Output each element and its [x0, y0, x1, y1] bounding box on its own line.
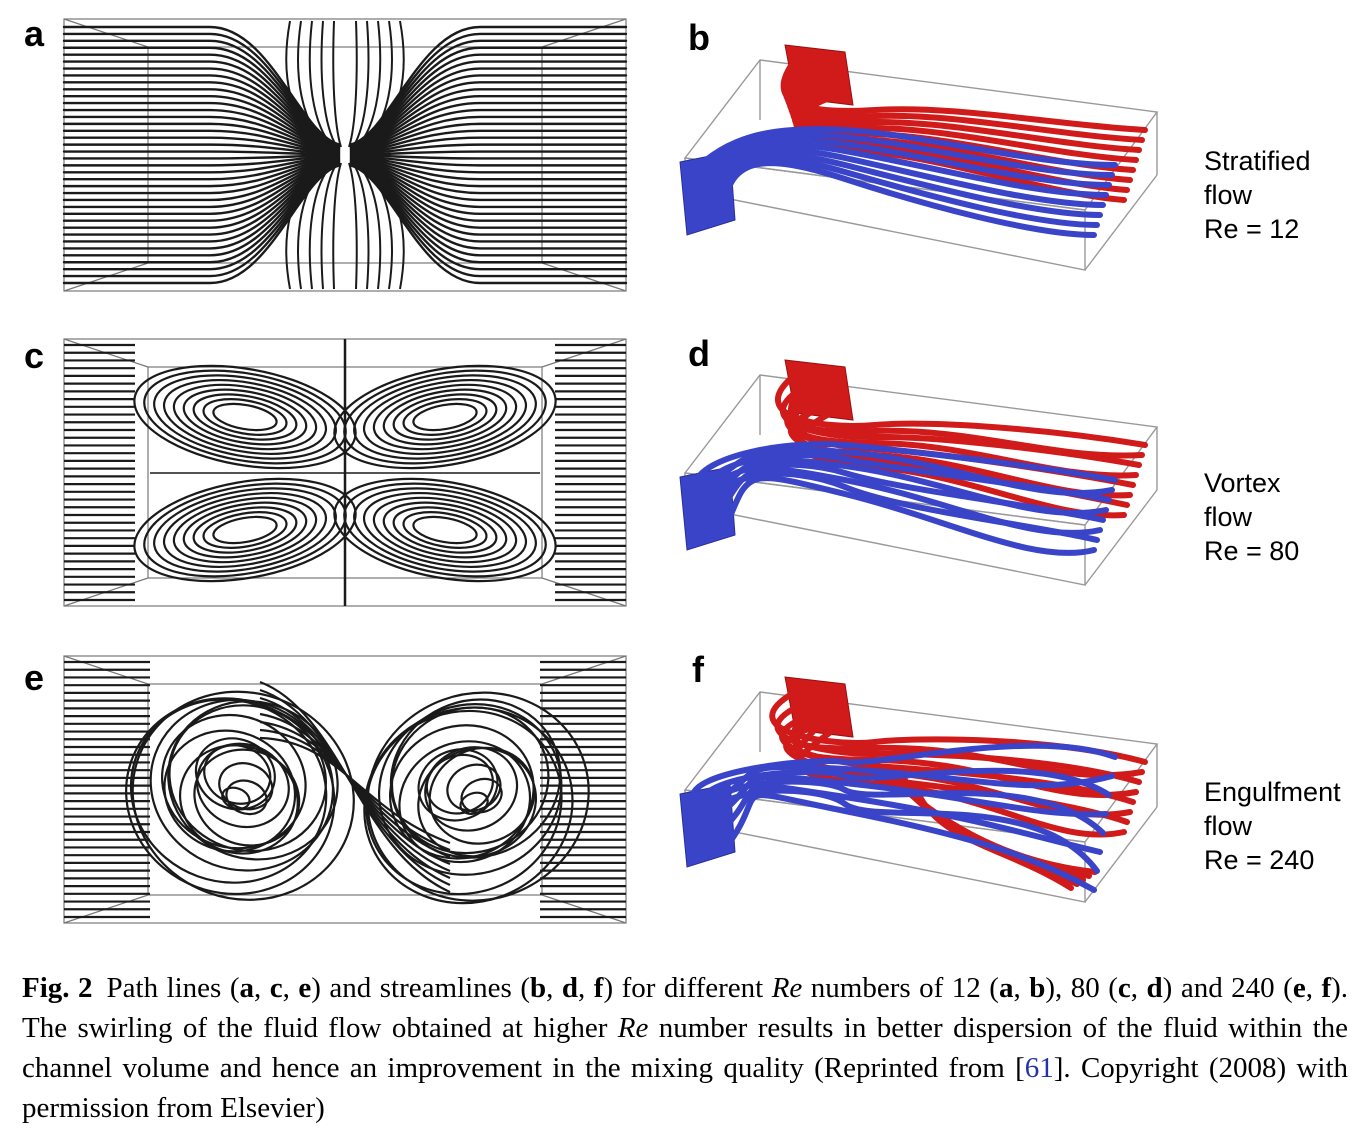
- flow-label-line: flow: [1204, 178, 1311, 212]
- streamline-panel-b: [675, 40, 1175, 280]
- caption-panel-ref: f: [594, 972, 604, 1004]
- caption-panel-ref: f: [1321, 972, 1331, 1004]
- caption-panel-ref: a: [240, 972, 255, 1004]
- flow-label-stratified: Stratified flow Re = 12: [1204, 144, 1311, 246]
- caption-text: ,: [546, 972, 562, 1004]
- pathline-panel-a: [60, 15, 630, 295]
- caption-text: ,: [578, 972, 594, 1004]
- flow-label-line: Re = 80: [1204, 534, 1299, 568]
- caption-text: ,: [283, 972, 299, 1004]
- caption-text: ,: [1131, 972, 1147, 1004]
- pathline-panel-c: [60, 335, 630, 610]
- streamline-panel-d: [675, 355, 1175, 600]
- flow-label-line: Stratified: [1204, 144, 1311, 178]
- caption-text: ), 80 (: [1045, 972, 1118, 1004]
- caption-text: numbers of 12 (: [802, 972, 999, 1004]
- caption-panel-ref: c: [1118, 972, 1131, 1004]
- caption-panel-ref: b: [530, 972, 546, 1004]
- streamline-panel-f: [675, 672, 1175, 917]
- figure-label: Fig. 2: [22, 972, 93, 1004]
- caption-re-symbol: Re: [772, 972, 803, 1004]
- caption-text: Path lines (: [107, 972, 240, 1004]
- caption-panel-ref: a: [999, 972, 1014, 1004]
- figure-caption: Fig. 2 Path lines (a, c, e) and streamlin…: [22, 968, 1348, 1128]
- panel-letter-e: e: [24, 660, 44, 696]
- caption-panel-ref: d: [562, 972, 578, 1004]
- panel-letter-a: a: [24, 16, 44, 52]
- caption-text: ) for different: [603, 972, 771, 1004]
- flow-label-line: Re = 240: [1204, 843, 1341, 877]
- caption-text: ) and streamlines (: [311, 972, 530, 1004]
- flow-label-line: flow: [1204, 809, 1341, 843]
- caption-panel-ref: b: [1029, 972, 1045, 1004]
- caption-re-symbol: Re: [618, 1012, 649, 1044]
- pathline-panel-e: [60, 652, 630, 927]
- caption-text: ,: [254, 972, 270, 1004]
- caption-text: ,: [1306, 972, 1322, 1004]
- flow-label-engulfment: Engulfment flow Re = 240: [1204, 775, 1341, 877]
- flow-label-line: Engulfment: [1204, 775, 1341, 809]
- flow-label-line: flow: [1204, 500, 1299, 534]
- caption-panel-ref: c: [270, 972, 283, 1004]
- flow-label-vortex: Vortex flow Re = 80: [1204, 466, 1299, 568]
- flow-label-line: Re = 12: [1204, 212, 1311, 246]
- caption-panel-ref: e: [298, 972, 311, 1004]
- flow-label-line: Vortex: [1204, 466, 1299, 500]
- panel-letter-c: c: [24, 338, 44, 374]
- caption-panel-ref: d: [1147, 972, 1163, 1004]
- caption-text: ) and 240 (: [1163, 972, 1293, 1004]
- caption-text: ,: [1013, 972, 1029, 1004]
- reference-link[interactable]: 61: [1025, 1052, 1054, 1084]
- caption-panel-ref: e: [1293, 972, 1306, 1004]
